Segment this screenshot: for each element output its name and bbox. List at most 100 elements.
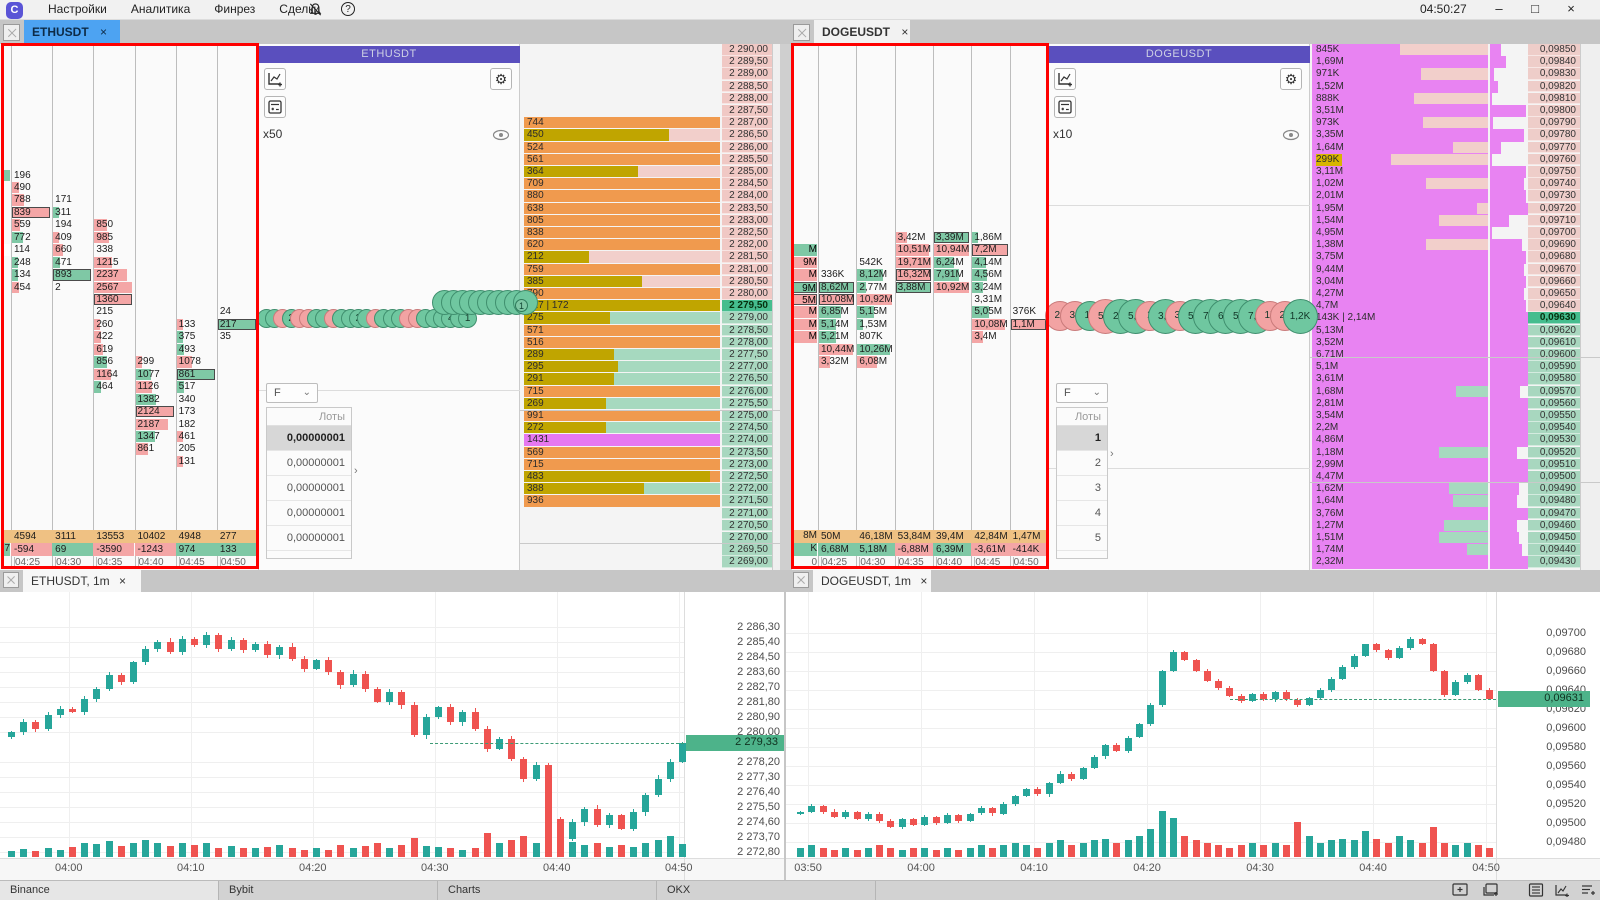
lots-row[interactable]: 5	[1057, 526, 1107, 551]
minimize-button[interactable]: –	[1495, 1, 1503, 16]
menu-item[interactable]: Сделки	[279, 2, 321, 16]
panel-close-box[interactable]	[793, 24, 810, 41]
chevron-down-icon: ⌄	[1092, 387, 1101, 398]
lots-expand-arrow[interactable]: ›	[1110, 448, 1114, 460]
visibility-eye-icon[interactable]	[492, 128, 512, 144]
chart-gridline	[786, 633, 1496, 634]
taskbar-item[interactable]: Bybit	[219, 881, 438, 900]
dom-notch-bar	[1456, 385, 1488, 397]
candle-body	[1169, 652, 1177, 671]
footprint-cell-value: 4,56M	[974, 269, 1003, 281]
volume-bar	[215, 847, 223, 857]
add-chart-button[interactable]	[264, 68, 286, 90]
candle-body	[227, 640, 235, 649]
settings-gear-button[interactable]: ⚙	[490, 68, 512, 90]
dom-value: 291	[527, 373, 544, 385]
chart-add-icon[interactable]	[1554, 883, 1574, 899]
tab-close-icon[interactable]: ×	[96, 25, 108, 39]
candle-body	[191, 638, 198, 646]
dom-price: 0,09590	[1528, 361, 1580, 373]
menu-item[interactable]: Аналитика	[130, 2, 191, 16]
lots-panel: Лоты 0,00000001 0,00000001 0,00000001 0,0000…	[266, 407, 352, 559]
close-button[interactable]: ×	[1567, 1, 1575, 16]
dom-value: 1,54M	[1316, 214, 1344, 226]
candle-body	[819, 805, 827, 812]
dom-depth-bar	[1490, 519, 1517, 532]
dom-price: 0,09470	[1528, 507, 1580, 520]
footprint-totals-row	[2, 530, 258, 543]
lots-row[interactable]: 4	[1057, 501, 1107, 526]
lots-row[interactable]: 0,00000001	[267, 426, 351, 451]
candle-body	[142, 648, 150, 662]
lots-row[interactable]: 1	[1057, 426, 1107, 451]
position-calculator-button[interactable]	[264, 96, 286, 118]
help-icon[interactable]: ?	[341, 2, 355, 16]
volume-bar	[1169, 818, 1177, 857]
volume-bar	[471, 847, 479, 857]
lots-row[interactable]: 0,00000001	[267, 451, 351, 476]
lots-row[interactable]: 0,00000001	[267, 501, 351, 526]
chart-gridline	[0, 792, 684, 793]
panel-close-box[interactable]	[3, 572, 19, 588]
menu-item[interactable]: Настройки	[48, 2, 107, 16]
volume-bar	[1158, 811, 1166, 857]
dom-bar	[606, 422, 720, 434]
tab-doge-1m[interactable]: DOGEUSDT, 1m ×	[813, 570, 931, 592]
chart-gridline	[786, 709, 1496, 710]
trade-bubble: 1,2K	[1282, 298, 1318, 334]
dom-price: 2 273,00	[722, 458, 772, 471]
footprint-total: 3111	[55, 531, 76, 542]
dom-value: 295	[527, 361, 544, 373]
lots-row[interactable]: 0,00000001	[267, 526, 351, 551]
lots-header: Лоты	[267, 408, 351, 426]
position-calculator-button[interactable]	[1054, 96, 1076, 118]
candle-body	[398, 692, 406, 706]
taskbar-item[interactable]: OKX	[657, 881, 876, 900]
lots-filter-dropdown[interactable]: F ⌄	[266, 383, 318, 403]
list-add-icon[interactable]	[1580, 883, 1600, 899]
candle-body	[630, 812, 638, 829]
notifications-muted-icon[interactable]	[308, 2, 323, 17]
tab-ethusdt[interactable]: ETHUSDT ×	[24, 20, 120, 44]
lots-expand-arrow[interactable]: ›	[354, 465, 358, 477]
volume-bar	[410, 837, 418, 857]
tab-dogeusdt[interactable]: DOGEUSDT ×	[814, 20, 910, 44]
footprint-cell-value: 3,39M	[936, 231, 964, 243]
taskbar-item[interactable]: Charts	[438, 881, 657, 900]
menu-item[interactable]: Финрез	[214, 2, 256, 16]
candle-body	[483, 728, 491, 749]
chart-gridline	[1034, 592, 1036, 858]
y-axis-label: 2 278,20	[737, 756, 780, 768]
panel-close-box[interactable]	[793, 572, 809, 588]
lots-row[interactable]: 2	[1057, 451, 1107, 476]
taskbar-item[interactable]: Binance	[0, 881, 219, 900]
footprint-cell-bar	[857, 356, 877, 368]
tab-close-icon[interactable]: ×	[898, 25, 909, 39]
footprint-delta: -594	[14, 544, 35, 555]
dom-value: 744	[527, 117, 544, 129]
dom-bar	[524, 166, 638, 178]
footprint-cell-value: 471	[55, 256, 72, 268]
orders-list-icon[interactable]	[1528, 883, 1548, 899]
maximize-button[interactable]: □	[1531, 1, 1539, 16]
x-axis-label: 04:30	[1246, 862, 1274, 874]
candle-body	[1045, 783, 1053, 795]
footprint-cell-bar	[972, 331, 984, 343]
dom-value: 2,81M	[1316, 397, 1344, 409]
add-chart-button[interactable]	[1054, 68, 1076, 90]
tab-eth-1m[interactable]: ETHUSDT, 1m ×	[23, 570, 141, 592]
tab-close-icon[interactable]: ×	[917, 574, 928, 588]
footprint-time: 04:30	[55, 557, 92, 569]
lots-filter-dropdown[interactable]: F ⌄	[1056, 383, 1108, 403]
lots-header: Лоты	[1057, 408, 1107, 426]
footprint-grid-line	[1009, 44, 1011, 568]
lots-row[interactable]: 3	[1057, 476, 1107, 501]
dom-depth-bar	[1490, 373, 1528, 386]
panel-close-box[interactable]	[3, 24, 20, 41]
window-add-icon[interactable]	[1482, 883, 1502, 899]
tab-close-icon[interactable]: ×	[115, 574, 127, 588]
visibility-eye-icon[interactable]	[1282, 128, 1302, 144]
settings-gear-button[interactable]: ⚙	[1280, 68, 1302, 90]
panel-add-icon[interactable]	[1452, 883, 1472, 899]
lots-row[interactable]: 0,00000001	[267, 476, 351, 501]
